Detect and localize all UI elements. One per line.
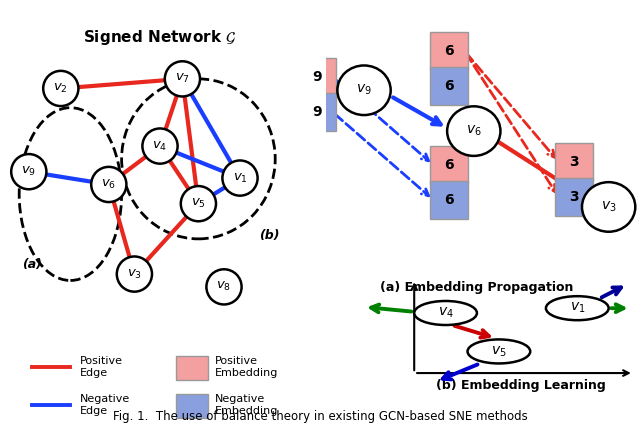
Text: 6: 6 — [444, 44, 454, 58]
Text: Negative
Embedding: Negative Embedding — [214, 394, 278, 416]
FancyBboxPatch shape — [430, 146, 467, 184]
Circle shape — [165, 61, 200, 97]
FancyBboxPatch shape — [298, 93, 336, 131]
Text: 9: 9 — [312, 105, 322, 119]
Text: Signed Network $\mathcal{G}$: Signed Network $\mathcal{G}$ — [83, 27, 237, 47]
Text: 3: 3 — [570, 190, 579, 204]
Text: Positive
Edge: Positive Edge — [80, 356, 123, 378]
FancyBboxPatch shape — [430, 181, 467, 219]
Circle shape — [143, 128, 178, 164]
Circle shape — [181, 186, 216, 221]
Circle shape — [117, 257, 152, 292]
Circle shape — [92, 167, 127, 202]
Text: $v_{6}$: $v_{6}$ — [101, 178, 116, 191]
Text: $v_9$: $v_9$ — [356, 83, 372, 97]
Circle shape — [43, 71, 79, 106]
Text: $v_{9}$: $v_{9}$ — [21, 165, 36, 178]
FancyBboxPatch shape — [556, 143, 593, 181]
FancyBboxPatch shape — [556, 178, 593, 216]
Text: 9: 9 — [312, 70, 322, 84]
Text: $v_5$: $v_5$ — [491, 344, 507, 359]
Circle shape — [447, 106, 500, 156]
Text: 3: 3 — [570, 155, 579, 169]
FancyBboxPatch shape — [176, 356, 208, 380]
Circle shape — [337, 66, 390, 115]
Text: $v_{2}$: $v_{2}$ — [53, 82, 68, 95]
Text: $v_1$: $v_1$ — [570, 301, 585, 315]
Text: $v_4$: $v_4$ — [438, 306, 454, 320]
Circle shape — [414, 301, 477, 325]
Text: $v_{5}$: $v_{5}$ — [191, 197, 206, 210]
Text: 6: 6 — [444, 193, 454, 207]
Text: Negative
Edge: Negative Edge — [80, 394, 131, 416]
Text: $v_6$: $v_6$ — [466, 124, 482, 138]
Circle shape — [223, 160, 258, 196]
Text: $v_{8}$: $v_{8}$ — [216, 280, 232, 293]
Circle shape — [207, 269, 242, 305]
Text: $v_{7}$: $v_{7}$ — [175, 73, 190, 85]
Circle shape — [582, 182, 636, 232]
Text: $v_{1}$: $v_{1}$ — [232, 172, 248, 184]
Circle shape — [546, 296, 609, 320]
Text: Positive
Embedding: Positive Embedding — [214, 356, 278, 378]
FancyBboxPatch shape — [176, 394, 208, 418]
Circle shape — [467, 339, 530, 363]
Text: $v_{4}$: $v_{4}$ — [152, 139, 168, 153]
Text: 6: 6 — [444, 157, 454, 172]
FancyBboxPatch shape — [298, 58, 336, 96]
Text: $v_3$: $v_3$ — [601, 200, 616, 214]
Text: (a): (a) — [22, 258, 42, 271]
Circle shape — [12, 154, 47, 189]
FancyBboxPatch shape — [430, 67, 467, 105]
Text: (b): (b) — [259, 229, 280, 242]
Text: Fig. 1.  The use of balance theory in existing GCN-based SNE methods: Fig. 1. The use of balance theory in exi… — [113, 410, 527, 423]
Text: (a) Embedding Propagation: (a) Embedding Propagation — [380, 281, 573, 294]
FancyBboxPatch shape — [430, 32, 467, 70]
Text: 6: 6 — [444, 79, 454, 93]
Text: $v_{3}$: $v_{3}$ — [127, 268, 142, 281]
Text: (b) Embedding Learning: (b) Embedding Learning — [436, 379, 605, 392]
